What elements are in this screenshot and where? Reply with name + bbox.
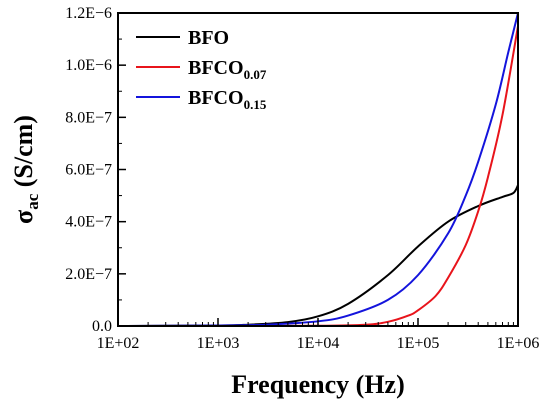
x-tick-label: 1E+06 [497,335,540,352]
y-tick-label: 1.2E−6 [65,5,112,22]
x-axis-title: Frequency (Hz) [231,370,405,399]
legend-label-main: BFCO [188,57,244,79]
legend-label-subscript: 0.15 [244,97,267,112]
legend-label-main: BFO [188,27,229,49]
y-axis-title: σac (S/cm) [9,115,42,224]
y-tick-label: 6.0E−7 [65,162,112,179]
y-axis-subscript: ac [23,193,42,210]
x-tick-label: 1E+02 [97,335,140,352]
plot-frame [117,12,519,327]
y-axis-symbol: σ [9,210,38,224]
legend-label-1: BFCO0.07 [188,57,267,82]
series-line-0 [117,184,519,327]
y-tick-label: 4.0E−7 [65,214,112,231]
legend-label-subscript: 0.07 [244,67,267,82]
series-line-2 [117,12,519,327]
y-tick-label: 0.0 [92,318,112,335]
y-tick-label: 2.0E−7 [65,266,112,283]
legend-label-0: BFO [188,27,229,49]
x-tick-label: 1E+04 [297,335,340,352]
x-tick-label: 1E+05 [397,335,440,352]
y-axis-unit: (S/cm) [9,115,38,194]
y-tick-label: 1.0E−6 [65,57,112,74]
legend-label-main: BFCO [188,87,244,109]
series-layer [117,12,519,328]
ticks-layer: 1E+02 1E+03 1E+04 1E+05 1E+06 0.0 2.0E−7 4.0E−7… [65,5,539,352]
legend-label-2: BFCO0.15 [188,87,267,112]
x-tick-label: 1E+03 [197,335,240,352]
series-line-1 [118,25,519,328]
y-tick-label: 8.0E−7 [65,109,112,126]
